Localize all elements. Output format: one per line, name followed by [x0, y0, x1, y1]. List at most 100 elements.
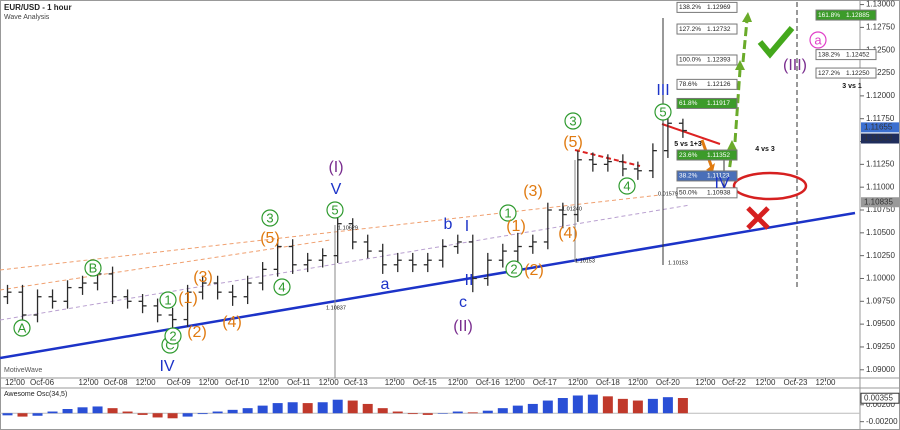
wave-label: 1.10629	[338, 225, 358, 231]
fib-box	[676, 54, 738, 66]
price-marker	[861, 133, 899, 144]
osc-bar	[197, 413, 208, 415]
fib-price: 1.12732	[707, 26, 731, 33]
x-tick-label: 12:00	[199, 378, 220, 387]
price-bar	[303, 252, 312, 273]
osc-bar	[497, 408, 508, 414]
wave-label: (II)	[453, 318, 473, 335]
osc-bar	[362, 403, 373, 414]
y-tick-label: 1.10750	[866, 205, 895, 214]
price-marker	[861, 122, 899, 133]
y-tick-label: 1.09750	[866, 296, 895, 305]
x-tick-label: Oct-22	[722, 378, 747, 387]
fib-box	[815, 49, 877, 61]
x-tick-label: Oct-11	[287, 378, 311, 387]
x-tick-label: Oct-06	[30, 378, 55, 387]
price-bar	[183, 284, 192, 327]
x-tick-label: Oct-08	[104, 378, 129, 387]
osc-bar	[347, 400, 358, 414]
wave-label: 0.01579	[658, 191, 678, 197]
price-bar	[243, 275, 252, 305]
price-bar	[18, 284, 27, 325]
wave-circle	[505, 260, 523, 278]
wave-label: (4)	[222, 314, 242, 331]
trend-line	[0, 211, 856, 360]
wave-label: III	[656, 82, 669, 99]
osc-bar	[647, 398, 658, 414]
wave-label: 4	[278, 279, 285, 294]
wave-label: 4	[623, 178, 630, 193]
price-bar	[633, 161, 642, 180]
price-bar	[483, 252, 492, 286]
wave-label: 4 vs 3	[755, 146, 775, 153]
price-bar	[168, 307, 177, 329]
y-tick-label: 1.11750	[866, 114, 895, 123]
cross-mark	[746, 206, 770, 230]
wave-label: 1.10837	[326, 305, 346, 311]
x-tick-label: Oct-15	[413, 378, 438, 387]
price-bar	[153, 298, 162, 323]
price-bar	[123, 289, 132, 309]
fib-ratio: 78.6%	[679, 81, 698, 88]
wave-label: 5 vs 1+3	[674, 141, 702, 148]
fib-price: 1.12452	[846, 51, 870, 58]
price-bar	[348, 218, 357, 250]
wave-label: IV	[159, 358, 174, 375]
fib-ratio: 50.0%	[679, 190, 698, 197]
wave-label: C	[165, 337, 174, 352]
osc-bar	[452, 411, 463, 414]
price-marker-label: 1.11533	[864, 134, 893, 143]
osc-bar	[32, 413, 43, 416]
osc-bar	[467, 412, 478, 414]
price-bar	[588, 152, 597, 172]
arrow-head	[706, 163, 715, 172]
y-tick-label: 1.12500	[866, 45, 895, 54]
x-tick-label: 12:00	[628, 378, 649, 387]
x-tick-label: 12:00	[505, 378, 526, 387]
wave-label: (1)	[506, 218, 526, 235]
price-bar	[273, 239, 282, 277]
wave-label: A	[18, 320, 27, 335]
price-bar	[528, 234, 537, 254]
osc-bar	[227, 409, 238, 414]
x-tick-label: Oct-10	[225, 378, 250, 387]
x-tick-label: 12:00	[448, 378, 469, 387]
osc-bar	[47, 411, 58, 414]
osc-bar	[242, 408, 253, 414]
price-bar	[198, 275, 207, 300]
wave-label: B	[89, 260, 98, 275]
price-bar	[318, 248, 327, 268]
wave-circle	[13, 319, 31, 337]
wave-label: 2	[169, 328, 176, 343]
wave-label: (1)	[178, 290, 198, 307]
wave-label: (2)	[524, 262, 544, 279]
osc-bar	[137, 413, 148, 415]
osc-bar	[437, 413, 448, 414]
price-bar	[258, 262, 267, 291]
price-bar	[678, 118, 687, 138]
wave-label: 2	[510, 261, 517, 276]
price-bar	[48, 289, 57, 309]
wave-circle	[164, 327, 182, 345]
price-bar	[333, 216, 342, 263]
fib-price: 1.12393	[707, 57, 731, 64]
wave-label: (4)	[558, 225, 578, 242]
price-bar	[33, 289, 42, 323]
fib-price: 1.12126	[707, 81, 731, 88]
y-tick-label: 1.12000	[866, 91, 895, 100]
fib-box	[676, 1, 738, 13]
osc-tick-label: -0.00200	[866, 417, 898, 426]
wave-circle	[499, 204, 517, 222]
osc-bar	[62, 409, 73, 414]
wave-label: 1	[504, 205, 511, 220]
wave-label: I	[465, 218, 469, 235]
osc-bar	[557, 398, 568, 414]
osc-bar	[617, 398, 628, 414]
x-tick-label: Oct-18	[596, 378, 621, 387]
wave-label: (III)	[783, 57, 807, 74]
highlight-ellipse	[732, 171, 808, 201]
wave-label: 5	[659, 104, 666, 119]
osc-bar	[2, 413, 13, 416]
wave-label: (5)	[260, 230, 280, 247]
